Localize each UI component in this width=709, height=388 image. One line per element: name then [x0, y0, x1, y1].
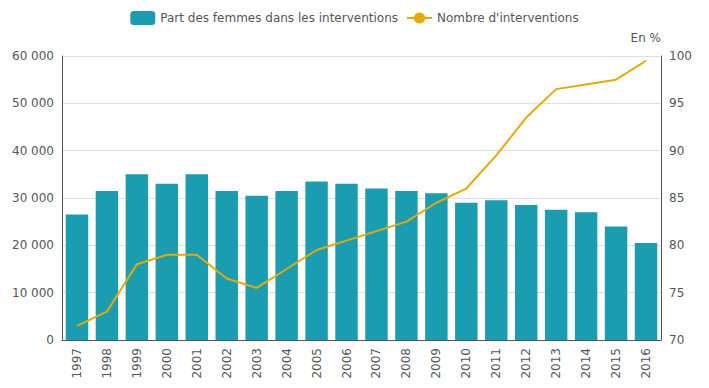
svg-text:50 000: 50 000 — [12, 96, 54, 110]
svg-text:2001: 2001 — [190, 348, 204, 379]
svg-text:2007: 2007 — [369, 348, 383, 379]
svg-text:75: 75 — [669, 286, 684, 300]
svg-text:1998: 1998 — [100, 348, 114, 379]
svg-text:2010: 2010 — [459, 348, 473, 379]
svg-text:2014: 2014 — [579, 348, 593, 379]
svg-text:20 000: 20 000 — [12, 238, 54, 252]
svg-text:En %: En % — [631, 31, 661, 45]
svg-text:Part des femmes dans les inter: Part des femmes dans les interventions — [160, 11, 398, 25]
svg-text:2013: 2013 — [549, 348, 563, 379]
svg-text:2009: 2009 — [429, 348, 443, 379]
svg-text:2000: 2000 — [160, 348, 174, 379]
svg-text:70: 70 — [669, 333, 684, 347]
svg-text:2002: 2002 — [220, 348, 234, 379]
svg-text:2003: 2003 — [250, 348, 264, 379]
svg-text:60 000: 60 000 — [12, 49, 54, 63]
svg-text:2015: 2015 — [609, 348, 623, 379]
svg-text:80: 80 — [669, 238, 684, 252]
svg-text:Nombre d'interventions: Nombre d'interventions — [437, 11, 579, 25]
svg-text:100: 100 — [669, 49, 692, 63]
svg-text:85: 85 — [669, 191, 684, 205]
svg-text:30 000: 30 000 — [12, 191, 54, 205]
svg-text:2012: 2012 — [519, 348, 533, 379]
svg-text:2008: 2008 — [399, 348, 413, 379]
svg-text:1997: 1997 — [70, 348, 84, 379]
svg-text:95: 95 — [669, 96, 684, 110]
svg-text:40 000: 40 000 — [12, 144, 54, 158]
svg-text:10 000: 10 000 — [12, 286, 54, 300]
svg-text:2006: 2006 — [340, 348, 354, 379]
svg-text:2004: 2004 — [280, 348, 294, 379]
svg-text:0: 0 — [46, 333, 54, 347]
svg-text:90: 90 — [669, 144, 684, 158]
svg-text:2005: 2005 — [310, 348, 324, 379]
svg-text:2011: 2011 — [489, 348, 503, 379]
svg-text:1999: 1999 — [130, 348, 144, 379]
svg-text:2016: 2016 — [639, 348, 653, 379]
